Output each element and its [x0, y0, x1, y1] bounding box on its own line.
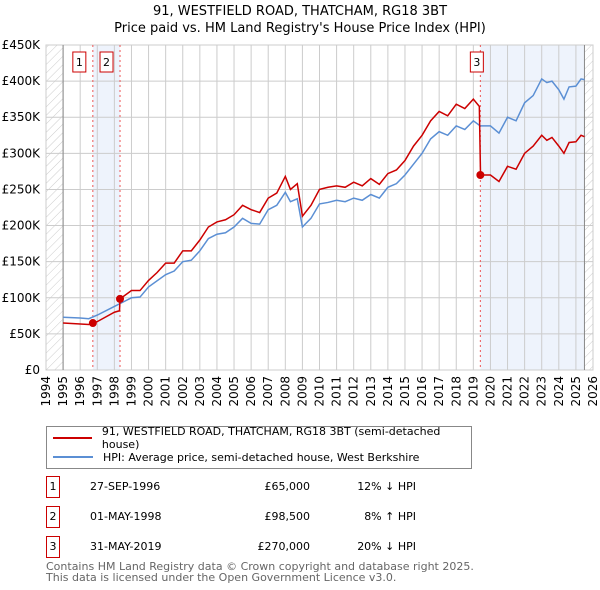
sale-badge: [99, 51, 114, 73]
sale-badge: [469, 51, 484, 73]
x-tick-label: 2006: [244, 376, 258, 407]
x-tick-label: 2007: [261, 376, 275, 407]
x-tick-label: 2019: [466, 376, 480, 407]
x-tick-label: 2002: [176, 376, 190, 407]
y-tick-label: £200K: [2, 219, 42, 233]
x-tick-label: 1996: [73, 376, 87, 407]
x-tick-label: 2000: [142, 376, 156, 407]
x-tick-label: 2001: [159, 376, 173, 407]
x-tick-label: 2008: [278, 376, 292, 407]
sale-point: [476, 171, 485, 179]
x-tick-label: 1998: [107, 376, 121, 407]
x-tick-label: 2018: [449, 376, 463, 407]
x-tick-label: 2005: [227, 376, 241, 407]
sale-price: £98,500: [264, 510, 311, 523]
x-tick-label: 2012: [347, 376, 361, 407]
footer-line: This data is licensed under the Open Gov…: [46, 571, 397, 584]
y-tick-label: £100K: [2, 291, 42, 305]
x-tick-label: 2015: [398, 376, 412, 407]
x-tick-label: 2017: [432, 376, 446, 407]
hatched-region: [584, 45, 593, 370]
sale-row: 3 31-MAY-2019 £270,000 20% ↓ HPI: [46, 536, 446, 558]
x-tick-label: 2023: [535, 376, 549, 407]
x-tick-label: 2014: [381, 376, 395, 407]
sale-badge-label: 1: [76, 56, 83, 69]
y-tick-label: £400K: [2, 74, 42, 88]
legend-swatch-blue: [53, 456, 93, 458]
sale-date: 31-MAY-2019: [90, 540, 162, 553]
x-tick-label: 2021: [501, 376, 515, 407]
series-line: [63, 77, 585, 320]
sale-row: 2 01-MAY-1998 £98,500 8% ↑ HPI: [46, 506, 446, 528]
sale-date: 27-SEP-1996: [90, 480, 161, 493]
y-tick-label: £450K: [2, 38, 42, 52]
legend-label: 91, WESTFIELD ROAD, THATCHAM, RG18 3BT (…: [101, 425, 441, 451]
series-line: [63, 98, 585, 326]
y-tick-label: £300K: [2, 146, 42, 160]
chart-subtitle: Price paid vs. HM Land Registry's House …: [114, 21, 486, 36]
x-tick-label: 1997: [90, 376, 104, 407]
legend-item-hpi: HPI: Average price, semi-detached house,…: [47, 448, 419, 466]
x-tick-label: 1999: [124, 376, 138, 407]
y-tick-label: £350K: [2, 110, 42, 124]
legend-item-property: 91, WESTFIELD ROAD, THATCHAM, RG18 3BT (…: [47, 425, 471, 451]
x-tick-label: 1994: [39, 376, 53, 407]
y-tick-label: £0: [25, 363, 40, 377]
footer-line: Contains HM Land Registry data © Crown c…: [46, 560, 474, 573]
x-tick-label: 2016: [415, 376, 429, 407]
hatched-region: [46, 45, 64, 370]
sale-badge: 3: [46, 536, 60, 558]
sale-price: £270,000: [257, 540, 311, 553]
x-tick-label: 2025: [569, 376, 583, 407]
chart-title: 91, WESTFIELD ROAD, THATCHAM, RG18 3BT: [152, 4, 448, 19]
sale-row: 1 27-SEP-1996 £65,000 12% ↓ HPI: [46, 476, 446, 498]
sale-point: [116, 294, 125, 303]
sale-hpi-diff: 12% ↓ HPI: [357, 480, 416, 493]
x-tick-label: 2011: [330, 376, 344, 407]
legend: 91, WESTFIELD ROAD, THATCHAM, RG18 3BT (…: [46, 425, 472, 469]
x-tick-label: 2020: [483, 376, 497, 407]
legend-label: HPI: Average price, semi-detached house,…: [103, 450, 420, 464]
sale-badge: 1: [46, 476, 60, 498]
x-tick-label: 2003: [193, 376, 207, 407]
x-tick-label: 2022: [518, 376, 532, 407]
x-tick-label: 2009: [295, 376, 309, 407]
x-tick-label: 2013: [364, 376, 378, 407]
x-tick-label: 2026: [586, 376, 600, 407]
price-chart: 1994 1995 1996 1997 1998 1999 2000 2001 2002 2003…: [2, 38, 600, 407]
sale-point: [88, 319, 97, 328]
shaded-band: [480, 45, 585, 370]
x-tick-label: 2004: [210, 376, 224, 407]
sale-badge: 2: [46, 506, 60, 528]
x-tick-label: 1995: [56, 376, 70, 407]
x-tick-label: 2010: [313, 376, 327, 407]
footer: Contains HM Land Registry data © Crown c…: [46, 561, 474, 583]
sale-hpi-diff: 20% ↓ HPI: [357, 540, 416, 553]
sale-price: £65,000: [264, 480, 311, 493]
x-tick-label: 2024: [552, 376, 566, 407]
y-tick-label: £250K: [2, 182, 42, 196]
sale-badge-label: 2: [103, 56, 110, 69]
sale-badge: [72, 51, 87, 73]
sale-date: 01-MAY-1998: [90, 510, 162, 523]
sale-badge-label: 3: [473, 56, 480, 69]
sale-hpi-diff: 8% ↑ HPI: [364, 510, 416, 523]
legend-swatch-red: [53, 437, 92, 439]
y-tick-label: £50K: [9, 327, 41, 341]
y-tick-label: £150K: [2, 255, 42, 269]
